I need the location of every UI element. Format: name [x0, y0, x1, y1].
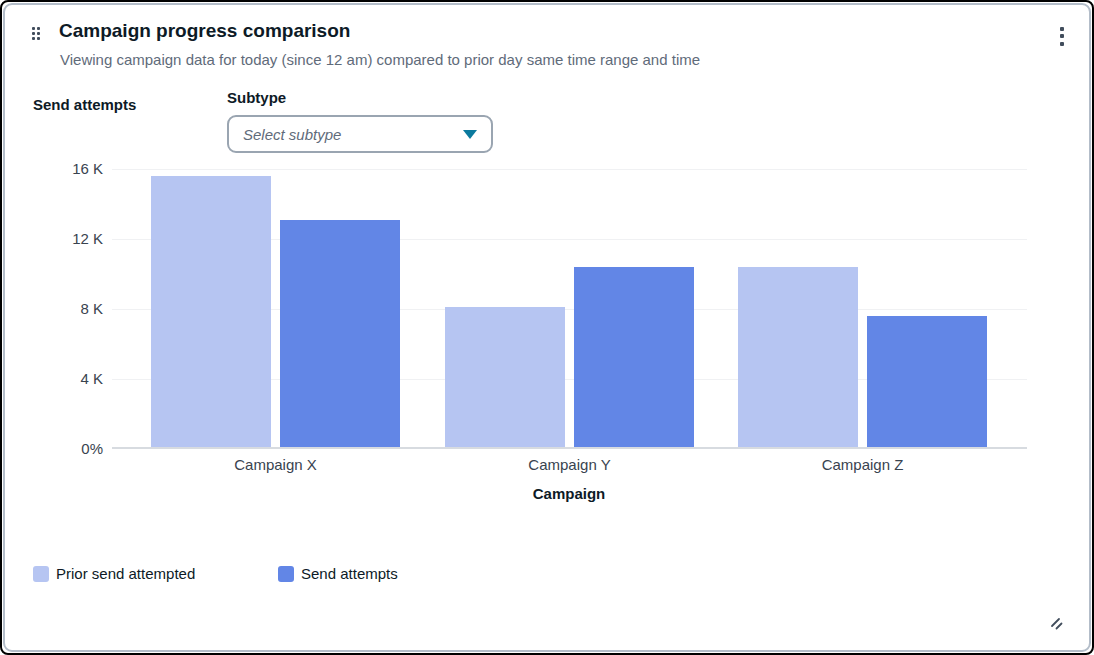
legend-label: Send attempts: [301, 565, 398, 582]
bar-prior-send-attempted-campaign-z[interactable]: [738, 267, 858, 447]
plot-area: [112, 169, 1027, 449]
drag-handle-icon[interactable]: [32, 27, 40, 40]
widget-card: Campaign progress comparison Viewing cam…: [3, 3, 1091, 652]
bar-send-attempts-campaign-x[interactable]: [280, 220, 400, 448]
bar-send-attempts-campaign-z[interactable]: [867, 316, 987, 447]
y-axis-title: Send attempts: [33, 96, 136, 113]
legend-item-send-attempts[interactable]: Send attempts: [278, 565, 398, 582]
screenshot-frame: Campaign progress comparison Viewing cam…: [0, 0, 1094, 655]
x-tick-label: Campaign Z: [743, 456, 983, 473]
y-tick-label: 0%: [33, 439, 103, 459]
y-tick-label: 12 K: [33, 229, 103, 249]
subtype-label: Subtype: [227, 89, 286, 106]
x-tick-label: Campaign X: [156, 456, 396, 473]
widget-subtitle: Viewing campaign data for today (since 1…: [60, 50, 700, 70]
x-tick-label: Campaign Y: [450, 456, 690, 473]
x-axis-baseline: [112, 447, 1027, 449]
widget-title: Campaign progress comparison: [59, 17, 350, 44]
legend-item-prior-send-attempted[interactable]: Prior send attempted: [33, 565, 195, 582]
kebab-icon: [1060, 27, 1064, 31]
legend-swatch: [278, 566, 294, 582]
subtype-placeholder: Select subtype: [243, 126, 341, 143]
gridline: [112, 169, 1027, 170]
bar-prior-send-attempted-campaign-y[interactable]: [445, 307, 565, 447]
resize-handle-icon[interactable]: [1045, 612, 1067, 634]
y-tick-label: 16 K: [33, 159, 103, 179]
legend-swatch: [33, 566, 49, 582]
x-axis-title: Campaign: [449, 485, 689, 502]
kebab-menu-button[interactable]: [1049, 21, 1075, 51]
y-tick-label: 8 K: [33, 299, 103, 319]
bar-send-attempts-campaign-y[interactable]: [574, 267, 694, 447]
subtype-select[interactable]: Select subtype: [227, 115, 493, 153]
chevron-down-icon: [463, 130, 477, 139]
legend-label: Prior send attempted: [56, 565, 195, 582]
bar-prior-send-attempted-campaign-x[interactable]: [151, 176, 271, 447]
y-tick-label: 4 K: [33, 369, 103, 389]
